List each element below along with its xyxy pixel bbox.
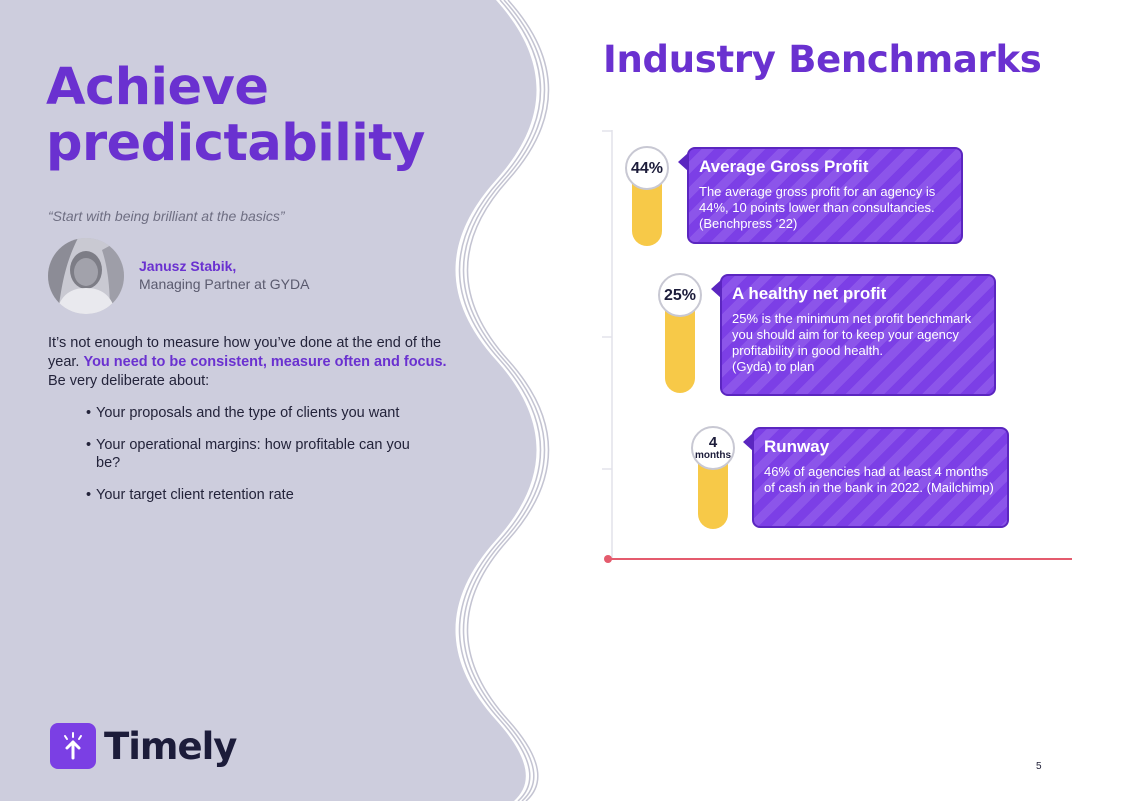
title-line-2: predictability <box>46 114 425 173</box>
quote: “Start with being brilliant at the basic… <box>48 208 285 224</box>
page-title: Achieve predictability <box>46 60 425 172</box>
page-number: 5 <box>1036 761 1042 772</box>
card-body: 25% is the minimum net profit benchmark … <box>732 311 984 375</box>
benchmark-badge: 44% <box>625 146 669 190</box>
person-name: Janusz Stabik, <box>139 258 237 274</box>
timely-logo: Timely <box>50 723 237 769</box>
avatar <box>48 238 124 314</box>
card-body: The average gross profit for an agency i… <box>699 184 936 231</box>
list-item: Your target client retention rate <box>86 486 426 504</box>
list-item: Your operational margins: how profitable… <box>86 436 426 472</box>
benchmark-badge: 4 months <box>691 426 735 470</box>
logo-text: Timely <box>104 724 237 768</box>
card-body-line: 25% is the minimum net profit benchmark … <box>732 311 972 358</box>
axis-origin-dot <box>604 555 612 563</box>
benchmark-axis <box>602 130 1072 563</box>
section-title: Industry Benchmarks <box>603 38 1042 81</box>
wave-panel-fill <box>0 0 537 801</box>
card-title: Runway <box>764 437 830 456</box>
card-title: Average Gross Profit <box>699 157 869 176</box>
person-role: Managing Partner at GYDA <box>139 276 310 292</box>
card-body: 46% of agencies had at least 4 months of… <box>764 464 994 495</box>
intro-emphasis: You need to be consistent, measure often… <box>83 354 447 370</box>
wave-outline-3 <box>466 0 550 801</box>
wave-outline-2 <box>462 0 546 801</box>
wave-outline-1 <box>458 0 542 801</box>
badge-value: 25% <box>663 286 697 304</box>
benchmark-card: Average Gross Profit The average gross p… <box>678 147 963 244</box>
left-panel: Achieve predictability “Start with being… <box>0 0 520 801</box>
benchmark-card: Runway 46% of agencies had at least 4 mo… <box>743 427 1009 528</box>
person-photo <box>48 238 124 314</box>
badge-unit: months <box>694 450 732 461</box>
card-title: A healthy net profit <box>732 284 887 303</box>
benchmark-badge: 25% <box>658 273 702 317</box>
intro-paragraph: It’s not enough to measure how you’ve do… <box>48 334 448 391</box>
badge-value: 44% <box>630 159 664 177</box>
badge-value: 4 <box>708 434 718 451</box>
list-item: Your proposals and the type of clients y… <box>86 404 426 422</box>
benchmark-card: A healthy net profit 25% is the minimum … <box>711 274 996 396</box>
bullet-list: Your proposals and the type of clients y… <box>86 404 426 518</box>
title-line-1: Achieve <box>46 58 269 117</box>
intro-text-1: It’s not enough to measure how you’ve do… <box>48 335 442 370</box>
card-body-line: (Gyda) to plan <box>732 359 815 374</box>
intro-text-2: Be very deliberate about: <box>48 373 210 389</box>
logo-arrow-icon <box>50 723 96 769</box>
